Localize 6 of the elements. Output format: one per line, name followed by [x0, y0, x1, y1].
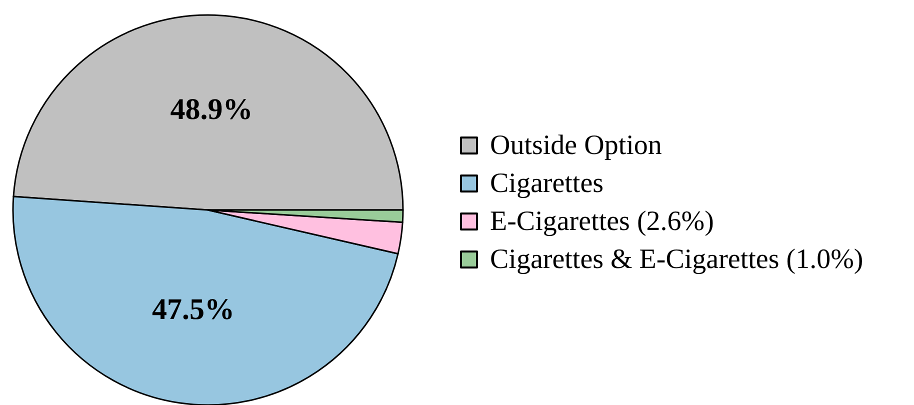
data-label: 47.5% — [152, 292, 234, 326]
data-label: 48.9% — [170, 93, 253, 126]
legend-label: Outside Option — [490, 130, 662, 161]
legend-label: E-Cigarettes (2.6%) — [490, 206, 714, 237]
legend-label: Cigarettes — [490, 168, 604, 199]
legend-label: Cigarettes & E-Cigarettes (1.0%) — [490, 244, 864, 275]
